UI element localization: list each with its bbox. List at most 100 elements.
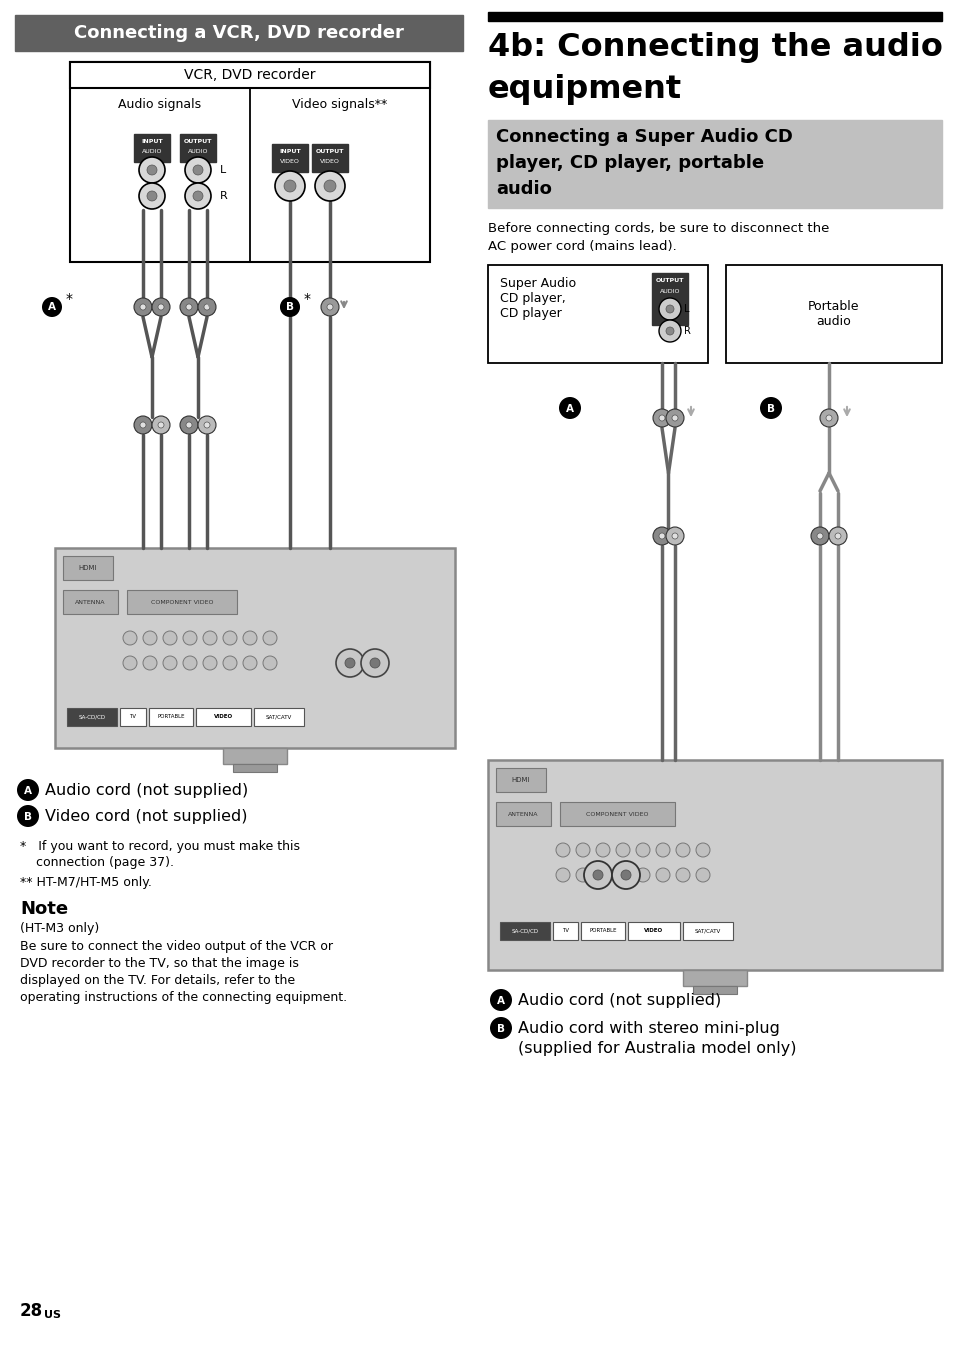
Text: displayed on the TV. For details, refer to the: displayed on the TV. For details, refer …: [20, 973, 294, 987]
Bar: [488, 12, 941, 22]
Circle shape: [147, 165, 157, 174]
Circle shape: [360, 649, 389, 677]
Bar: [180, 134, 215, 162]
Bar: [195, 708, 251, 726]
Text: connection (page 37).: connection (page 37).: [20, 856, 173, 869]
Text: (HT-M3 only): (HT-M3 only): [20, 922, 99, 936]
Circle shape: [320, 297, 338, 316]
Circle shape: [42, 297, 62, 316]
Bar: [651, 273, 687, 324]
Circle shape: [620, 869, 630, 880]
Circle shape: [281, 297, 298, 316]
Text: operating instructions of the connecting equipment.: operating instructions of the connecting…: [20, 991, 347, 1005]
Circle shape: [696, 844, 709, 857]
Circle shape: [556, 844, 569, 857]
Bar: [55, 548, 455, 748]
Text: Audio signals: Audio signals: [118, 97, 201, 111]
Circle shape: [17, 779, 39, 800]
Circle shape: [816, 533, 822, 539]
Bar: [725, 265, 941, 362]
Bar: [682, 969, 746, 986]
Text: INPUT: INPUT: [279, 149, 300, 154]
Circle shape: [659, 320, 680, 342]
Text: A: A: [497, 995, 504, 1006]
Circle shape: [243, 631, 256, 645]
Circle shape: [314, 170, 345, 201]
Circle shape: [287, 304, 293, 310]
Text: A: A: [48, 303, 56, 312]
Text: SA-CD/CD: SA-CD/CD: [78, 714, 106, 719]
Text: Audio cord (not supplied): Audio cord (not supplied): [45, 783, 248, 798]
Circle shape: [147, 191, 157, 201]
Text: PORTABLE: PORTABLE: [589, 929, 616, 933]
Circle shape: [204, 422, 210, 429]
Circle shape: [760, 397, 781, 419]
Text: Super Audio
CD player,
CD player: Super Audio CD player, CD player: [499, 277, 576, 320]
Text: OUT: OUT: [662, 300, 676, 306]
Circle shape: [834, 533, 841, 539]
Text: OUTPUT: OUTPUT: [315, 149, 344, 154]
Bar: [233, 764, 276, 772]
Text: B: B: [497, 1023, 504, 1033]
Circle shape: [204, 304, 210, 310]
Circle shape: [659, 533, 664, 539]
Text: equipment: equipment: [488, 74, 681, 105]
Circle shape: [596, 868, 609, 882]
Text: AC power cord (mains lead).: AC power cord (mains lead).: [488, 241, 676, 253]
Text: *: *: [304, 292, 311, 306]
Text: Connecting a VCR, DVD recorder: Connecting a VCR, DVD recorder: [74, 24, 403, 42]
Circle shape: [274, 170, 305, 201]
Circle shape: [203, 631, 216, 645]
Circle shape: [671, 533, 678, 539]
Bar: [553, 922, 578, 940]
Bar: [149, 708, 193, 726]
Circle shape: [659, 415, 664, 420]
Text: US: US: [44, 1310, 61, 1320]
Text: VIDEO: VIDEO: [644, 929, 663, 933]
Circle shape: [180, 416, 198, 434]
Bar: [499, 922, 550, 940]
Circle shape: [583, 861, 612, 890]
Circle shape: [616, 868, 629, 882]
Circle shape: [370, 658, 379, 668]
Circle shape: [203, 656, 216, 671]
Bar: [67, 708, 117, 726]
Circle shape: [152, 416, 170, 434]
Text: SA-CD/CD: SA-CD/CD: [511, 929, 538, 933]
Circle shape: [17, 804, 39, 827]
Circle shape: [345, 658, 355, 668]
Circle shape: [696, 868, 709, 882]
Circle shape: [327, 304, 333, 310]
Circle shape: [825, 415, 831, 420]
Circle shape: [263, 656, 276, 671]
Text: Be sure to connect the video output of the VCR or: Be sure to connect the video output of t…: [20, 940, 333, 953]
Text: player, CD player, portable: player, CD player, portable: [496, 154, 763, 172]
Text: Audio cord (not supplied): Audio cord (not supplied): [517, 992, 720, 1007]
Bar: [496, 768, 545, 792]
Text: COMPONENT VIDEO: COMPONENT VIDEO: [585, 811, 648, 817]
Text: audio: audio: [496, 180, 551, 197]
Text: OUTPUT: OUTPUT: [655, 279, 683, 283]
Text: HDMI: HDMI: [79, 565, 97, 571]
Text: *   If you want to record, you must make this: * If you want to record, you must make t…: [20, 840, 299, 853]
Circle shape: [284, 180, 295, 192]
Circle shape: [612, 861, 639, 890]
Text: OUTPUT: OUTPUT: [184, 139, 212, 145]
Bar: [488, 760, 941, 969]
Circle shape: [676, 868, 689, 882]
Text: R: R: [683, 326, 690, 337]
Text: PORTABLE: PORTABLE: [157, 714, 185, 719]
Circle shape: [193, 191, 203, 201]
Circle shape: [140, 422, 146, 429]
Text: Note: Note: [20, 900, 68, 918]
Text: ANTENNA: ANTENNA: [507, 811, 537, 817]
Bar: [120, 708, 146, 726]
Circle shape: [133, 297, 152, 316]
Bar: [63, 589, 118, 614]
Text: B: B: [24, 811, 32, 822]
Text: AUDIO: AUDIO: [659, 289, 679, 293]
Bar: [682, 922, 732, 940]
Circle shape: [198, 416, 215, 434]
Text: AUDIO: AUDIO: [142, 149, 162, 154]
Circle shape: [665, 410, 683, 427]
